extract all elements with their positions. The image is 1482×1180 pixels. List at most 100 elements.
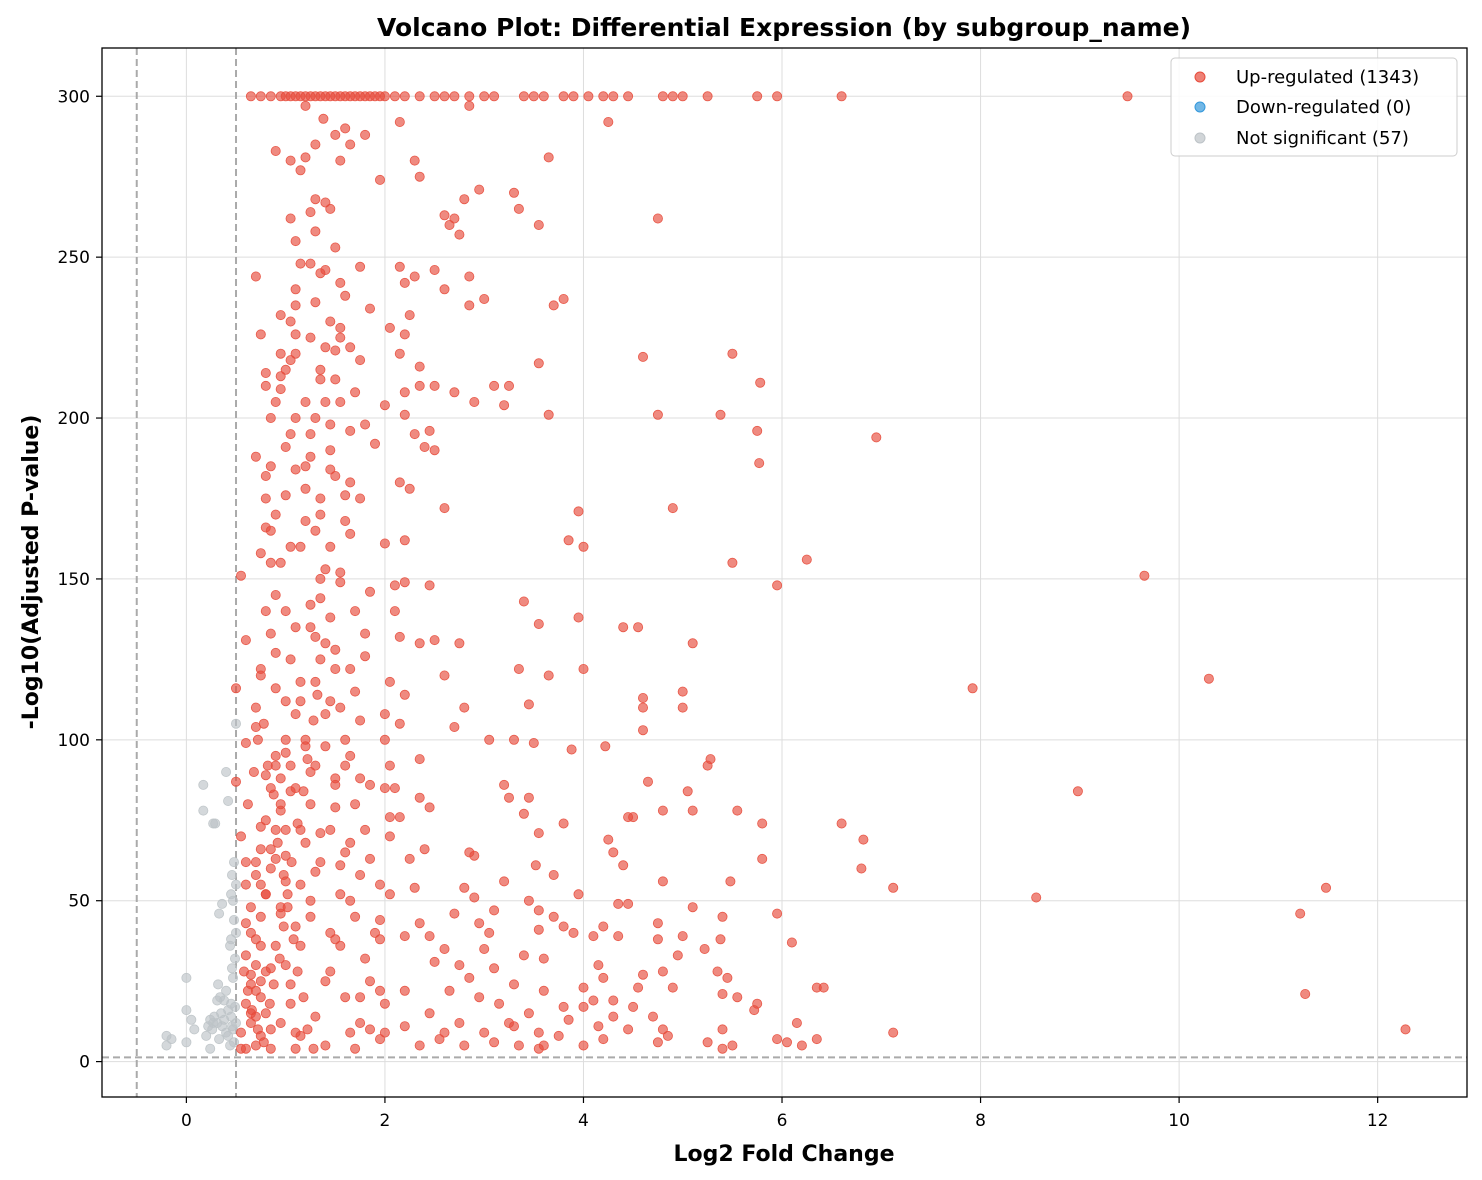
up-regulated-point xyxy=(667,503,678,514)
up-regulated-point xyxy=(499,876,510,887)
up-regulated-point xyxy=(330,802,341,813)
up-regulated-point xyxy=(439,284,450,295)
up-regulated-point xyxy=(320,1040,331,1051)
up-regulated-point xyxy=(836,818,847,829)
up-regulated-point xyxy=(573,612,584,623)
up-regulated-point xyxy=(379,998,390,1009)
up-regulated-point xyxy=(295,676,306,687)
up-regulated-point xyxy=(278,870,289,881)
up-regulated-point xyxy=(374,985,385,996)
up-regulated-point xyxy=(325,966,336,977)
up-regulated-point xyxy=(1122,91,1133,102)
up-regulated-point xyxy=(518,808,529,819)
up-regulated-point xyxy=(305,258,316,269)
up-regulated-point xyxy=(409,882,420,893)
up-regulated-point xyxy=(752,91,763,102)
up-regulated-point xyxy=(318,113,329,124)
up-regulated-point xyxy=(320,976,331,987)
up-regulated-point xyxy=(325,419,336,430)
up-regulated-point xyxy=(235,1043,246,1054)
up-regulated-point xyxy=(1072,786,1083,797)
up-regulated-point xyxy=(290,329,301,340)
up-regulated-point xyxy=(330,779,341,790)
up-regulated-point xyxy=(285,316,296,327)
not-significant-point xyxy=(228,915,239,926)
up-regulated-point xyxy=(315,493,326,504)
x-tick-label: 10 xyxy=(1168,1111,1190,1131)
up-regulated-point xyxy=(280,606,291,617)
up-regulated-point xyxy=(360,824,371,835)
up-regulated-point xyxy=(474,184,485,195)
y-axis: 0 50 100 150 200 250 300 xyxy=(58,87,102,1073)
up-regulated-point xyxy=(459,1040,470,1051)
up-regulated-point xyxy=(399,387,410,398)
up-regulated-point xyxy=(1295,908,1306,919)
up-regulated-point xyxy=(489,963,500,974)
not-significant-point xyxy=(205,1043,216,1054)
up-regulated-point xyxy=(399,577,410,588)
up-regulated-point xyxy=(330,374,341,385)
up-regulated-point xyxy=(454,960,465,971)
up-regulated-point xyxy=(285,155,296,166)
up-regulated-point xyxy=(414,918,425,929)
up-regulated-point xyxy=(345,528,356,539)
up-regulated-point xyxy=(274,953,285,964)
up-regulated-point xyxy=(528,91,539,102)
up-regulated-point xyxy=(355,715,366,726)
not-significant-point xyxy=(214,908,225,919)
up-regulated-point xyxy=(300,837,311,848)
up-regulated-point xyxy=(335,702,346,713)
up-regulated-point xyxy=(345,139,356,150)
up-regulated-point xyxy=(310,525,321,536)
up-regulated-point xyxy=(260,380,271,391)
up-regulated-point xyxy=(871,432,882,443)
up-regulated-point xyxy=(449,91,460,102)
up-regulated-point xyxy=(242,799,253,810)
up-regulated-point xyxy=(260,493,271,504)
up-regulated-point xyxy=(345,837,356,848)
up-regulated-point xyxy=(265,412,276,423)
up-regulated-point xyxy=(340,516,351,527)
up-regulated-point xyxy=(652,213,663,224)
up-regulated-point xyxy=(312,689,323,700)
up-regulated-point xyxy=(677,931,688,942)
up-regulated-point xyxy=(384,812,395,823)
up-regulated-point xyxy=(702,91,713,102)
up-regulated-point xyxy=(732,805,743,816)
up-regulated-point xyxy=(325,696,336,707)
up-regulated-point xyxy=(757,818,768,829)
up-regulated-point xyxy=(270,590,281,601)
up-regulated-point xyxy=(384,831,395,842)
up-regulated-point xyxy=(657,805,668,816)
up-regulated-point xyxy=(275,805,286,816)
up-regulated-point xyxy=(449,387,460,398)
up-regulated-point xyxy=(335,860,346,871)
up-regulated-point xyxy=(265,461,276,472)
up-regulated-point xyxy=(394,718,405,729)
up-regulated-point xyxy=(811,1034,822,1045)
up-regulated-point xyxy=(558,293,569,304)
up-regulated-point xyxy=(270,683,281,694)
up-regulated-point xyxy=(727,557,738,568)
up-regulated-point xyxy=(652,934,663,945)
up-regulated-point xyxy=(469,892,480,903)
up-regulated-point xyxy=(305,911,316,922)
up-regulated-point xyxy=(260,606,271,617)
up-regulated-point xyxy=(250,870,261,881)
up-regulated-point xyxy=(255,844,266,855)
up-regulated-point xyxy=(608,847,619,858)
up-regulated-point xyxy=(280,734,291,745)
up-regulated-point xyxy=(330,934,341,945)
up-regulated-point xyxy=(424,802,435,813)
up-regulated-point xyxy=(270,853,281,864)
up-regulated-point xyxy=(280,441,291,452)
up-regulated-point xyxy=(345,342,356,353)
up-regulated-point xyxy=(268,789,279,800)
up-regulated-point xyxy=(464,91,475,102)
up-regulated-point xyxy=(429,264,440,275)
not-significant-point xyxy=(223,1030,234,1041)
up-regulated-point xyxy=(330,470,341,481)
up-regulated-point xyxy=(593,960,604,971)
up-regulated-point xyxy=(315,573,326,584)
up-regulated-point xyxy=(523,895,534,906)
